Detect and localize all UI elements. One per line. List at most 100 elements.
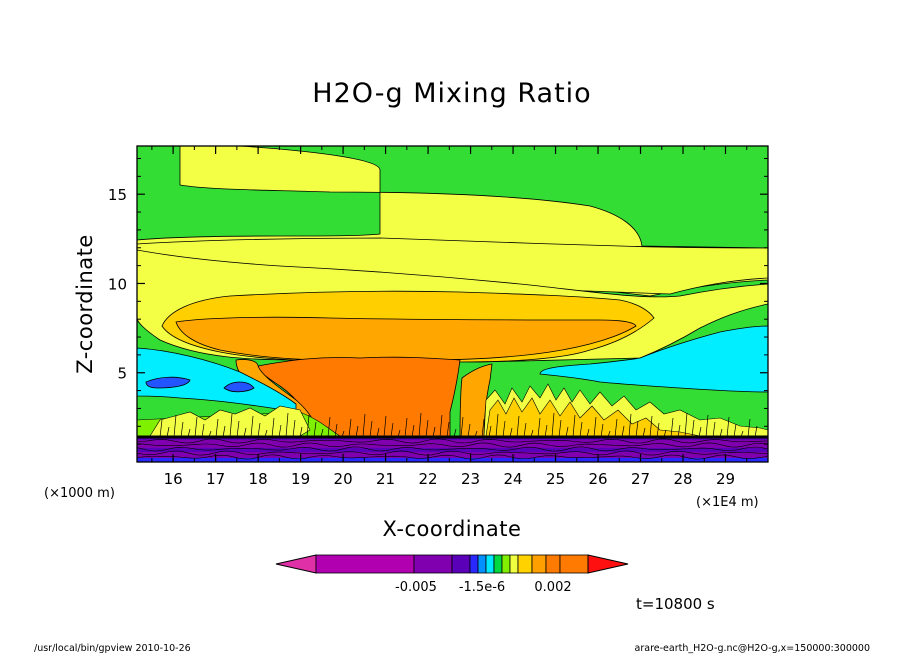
spike-contour: [509, 427, 513, 438]
colorbar-swatch: [531, 554, 547, 574]
spike-contour: [271, 417, 275, 438]
colorbar: [275, 554, 629, 574]
region-low-yellow: [149, 405, 311, 437]
spike-contour: [180, 421, 184, 438]
spike-contour: [278, 424, 282, 438]
spike-contour: [173, 414, 177, 438]
spike-contour: [411, 424, 415, 438]
footer-right: arare-earth_H2O-g.nc@H2O-g,x=150000:3000…: [635, 643, 870, 654]
region-trunk-dark-orange: [257, 356, 461, 441]
spike-contour: [649, 415, 653, 438]
region-low-gold-right: [485, 397, 701, 437]
spike-contour: [390, 422, 394, 438]
region-boundary-purple-2: [137, 452, 768, 458]
spike-contour: [208, 430, 212, 438]
spike-contour: [446, 421, 450, 438]
spike-contour: [642, 427, 646, 438]
region-anvil-orange: [175, 316, 637, 361]
x-tick-label: 22: [419, 470, 438, 488]
spike-contour: [432, 426, 436, 438]
spike-contour: [201, 423, 205, 438]
x-tick-label: 23: [461, 470, 480, 488]
y-axis-ticks: 5 10 15: [108, 157, 768, 445]
boundary-contour: [137, 438, 768, 444]
spike-contour: [404, 417, 408, 438]
x-tick-label: 16: [164, 470, 183, 488]
spike-contour: [425, 419, 429, 438]
spike-contour: [530, 429, 534, 438]
colorbar-swatch: [517, 554, 533, 574]
spike-contour: [292, 419, 296, 438]
spike-contour: [495, 413, 499, 438]
spike-contour: [558, 419, 562, 438]
plot-frame: [136, 145, 769, 463]
x-tick-label: 27: [631, 470, 650, 488]
y-axis-label: Z-coordinate: [73, 234, 97, 374]
spike-contour: [250, 415, 254, 438]
spike-contour: [523, 422, 527, 438]
x-tick-label: 28: [673, 470, 692, 488]
spike-contour: [187, 428, 191, 438]
region-cyan: [137, 347, 297, 413]
spike-contour: [383, 415, 387, 438]
spike-contour: [341, 430, 345, 438]
spike-contour: [677, 424, 681, 438]
spike-contour: [607, 430, 611, 438]
colorbar-swatch: [451, 554, 471, 574]
x-tick-label: 20: [334, 470, 353, 488]
x-tick-label: 21: [376, 470, 395, 488]
spike-contour: [474, 430, 478, 438]
colorbar-swatch: [501, 554, 511, 574]
spike-contour: [453, 428, 457, 438]
colorbar-label: 0.002: [534, 580, 571, 595]
spike-contour: [243, 427, 247, 438]
colorbar-swatch: [315, 554, 415, 574]
x-axis-unit-right: (×1E4 m): [696, 495, 759, 510]
x-tick-label: 29: [716, 470, 735, 488]
colorbar-swatch: [493, 554, 503, 574]
x-tick-label: 26: [588, 470, 607, 488]
x-tick-label: 17: [206, 470, 225, 488]
spike-contour: [691, 419, 695, 438]
boundary-contour-lines: [137, 438, 768, 460]
colorbar-extend-left: [275, 554, 317, 574]
spike-contour: [355, 425, 359, 438]
region-cyan-right: [539, 325, 768, 393]
x-tick-label: 24: [504, 470, 523, 488]
spike-contour: [418, 412, 422, 438]
spike-contour: [733, 423, 737, 438]
colorbar-swatch: [413, 554, 453, 574]
spike-contour: [712, 421, 716, 438]
spike-contour: [348, 418, 352, 438]
spike-contour: [684, 412, 688, 438]
spike-contour: [502, 420, 506, 438]
boundary-contour: [137, 454, 768, 460]
spike-contour: [747, 418, 751, 438]
boundary-contour: [137, 450, 768, 456]
spike-contour: [488, 425, 492, 438]
spike-contour: [698, 426, 702, 438]
spike-contour: [481, 418, 485, 438]
spike-contour: [614, 418, 618, 438]
spike-contour: [537, 417, 541, 438]
boundary-contour: [137, 442, 768, 448]
convective-spikes: [159, 412, 758, 438]
spike-contour: [726, 416, 730, 438]
spike-contour: [663, 429, 667, 438]
chart-title: H2O-g Mixing Ratio: [312, 78, 591, 109]
colorbar-swatch: [469, 554, 479, 574]
spike-contour: [334, 423, 338, 438]
spike-contour: [159, 419, 163, 438]
spike-contour: [285, 412, 289, 438]
spike-contour: [579, 421, 583, 438]
spike-contour: [439, 414, 443, 438]
colorbar-label: -0.005: [395, 580, 437, 595]
x-axis-label: X-coordinate: [383, 517, 522, 541]
spike-contour: [397, 429, 401, 438]
x-axis-unit-left: (×1000 m): [44, 486, 115, 501]
spike-contour: [264, 429, 268, 438]
spike-contour: [516, 415, 520, 438]
time-label: t=10800 s: [636, 595, 715, 613]
colorbar-label: -1.5e-6: [459, 580, 505, 595]
